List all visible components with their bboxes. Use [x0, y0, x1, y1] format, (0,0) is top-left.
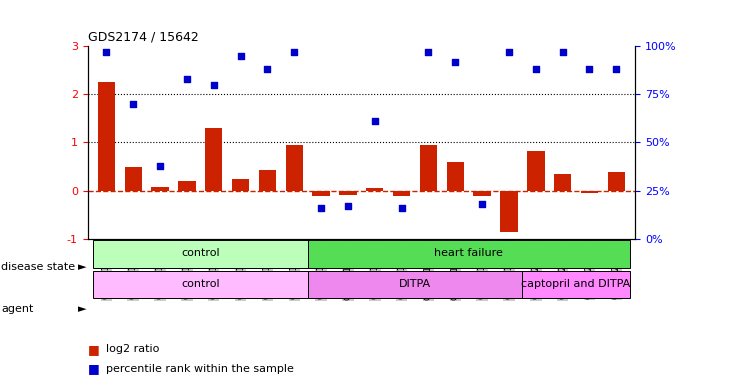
Point: [315, 205, 327, 211]
Text: captopril and DITPA: captopril and DITPA: [521, 279, 631, 289]
Text: control: control: [181, 248, 220, 258]
Bar: [151, 187, 169, 191]
Point: [154, 162, 166, 169]
Bar: [98, 82, 115, 191]
Bar: [607, 172, 625, 191]
Point: [476, 201, 488, 207]
Bar: [93, 240, 307, 268]
Text: control: control: [181, 279, 220, 289]
Point: [127, 101, 139, 107]
Text: GDS2174 / 15642: GDS2174 / 15642: [88, 30, 199, 43]
Bar: [307, 271, 523, 298]
Point: [584, 66, 596, 72]
Point: [235, 53, 247, 59]
Point: [423, 49, 434, 55]
Point: [450, 58, 461, 65]
Text: agent: agent: [1, 304, 34, 314]
Bar: [523, 271, 630, 298]
Text: log2 ratio: log2 ratio: [106, 344, 159, 354]
Bar: [178, 181, 196, 191]
Point: [369, 118, 380, 124]
Bar: [93, 271, 307, 298]
Point: [261, 66, 273, 72]
Bar: [366, 188, 383, 191]
Text: ■: ■: [88, 362, 99, 375]
Text: ►: ►: [78, 304, 87, 314]
Bar: [232, 179, 250, 191]
Text: percentile rank within the sample: percentile rank within the sample: [106, 364, 293, 374]
Bar: [339, 191, 357, 195]
Text: ■: ■: [88, 343, 99, 356]
Bar: [312, 191, 330, 195]
Point: [530, 66, 542, 72]
Bar: [125, 167, 142, 191]
Bar: [500, 191, 518, 232]
Bar: [473, 191, 491, 197]
Bar: [554, 174, 572, 191]
Bar: [205, 128, 223, 191]
Bar: [447, 162, 464, 191]
Point: [342, 203, 354, 209]
Bar: [393, 191, 410, 195]
Point: [208, 81, 220, 88]
Text: DITPA: DITPA: [399, 279, 431, 289]
Bar: [420, 145, 437, 191]
Text: ►: ►: [78, 262, 87, 272]
Text: disease state: disease state: [1, 262, 76, 272]
Point: [396, 205, 407, 211]
Point: [610, 66, 622, 72]
Bar: [285, 145, 303, 191]
Point: [557, 49, 569, 55]
Point: [288, 49, 300, 55]
Text: heart failure: heart failure: [434, 248, 503, 258]
Point: [101, 49, 112, 55]
Bar: [527, 151, 545, 191]
Bar: [581, 191, 598, 193]
Bar: [258, 170, 276, 191]
Point: [503, 49, 515, 55]
Point: [181, 76, 193, 82]
Bar: [307, 240, 630, 268]
